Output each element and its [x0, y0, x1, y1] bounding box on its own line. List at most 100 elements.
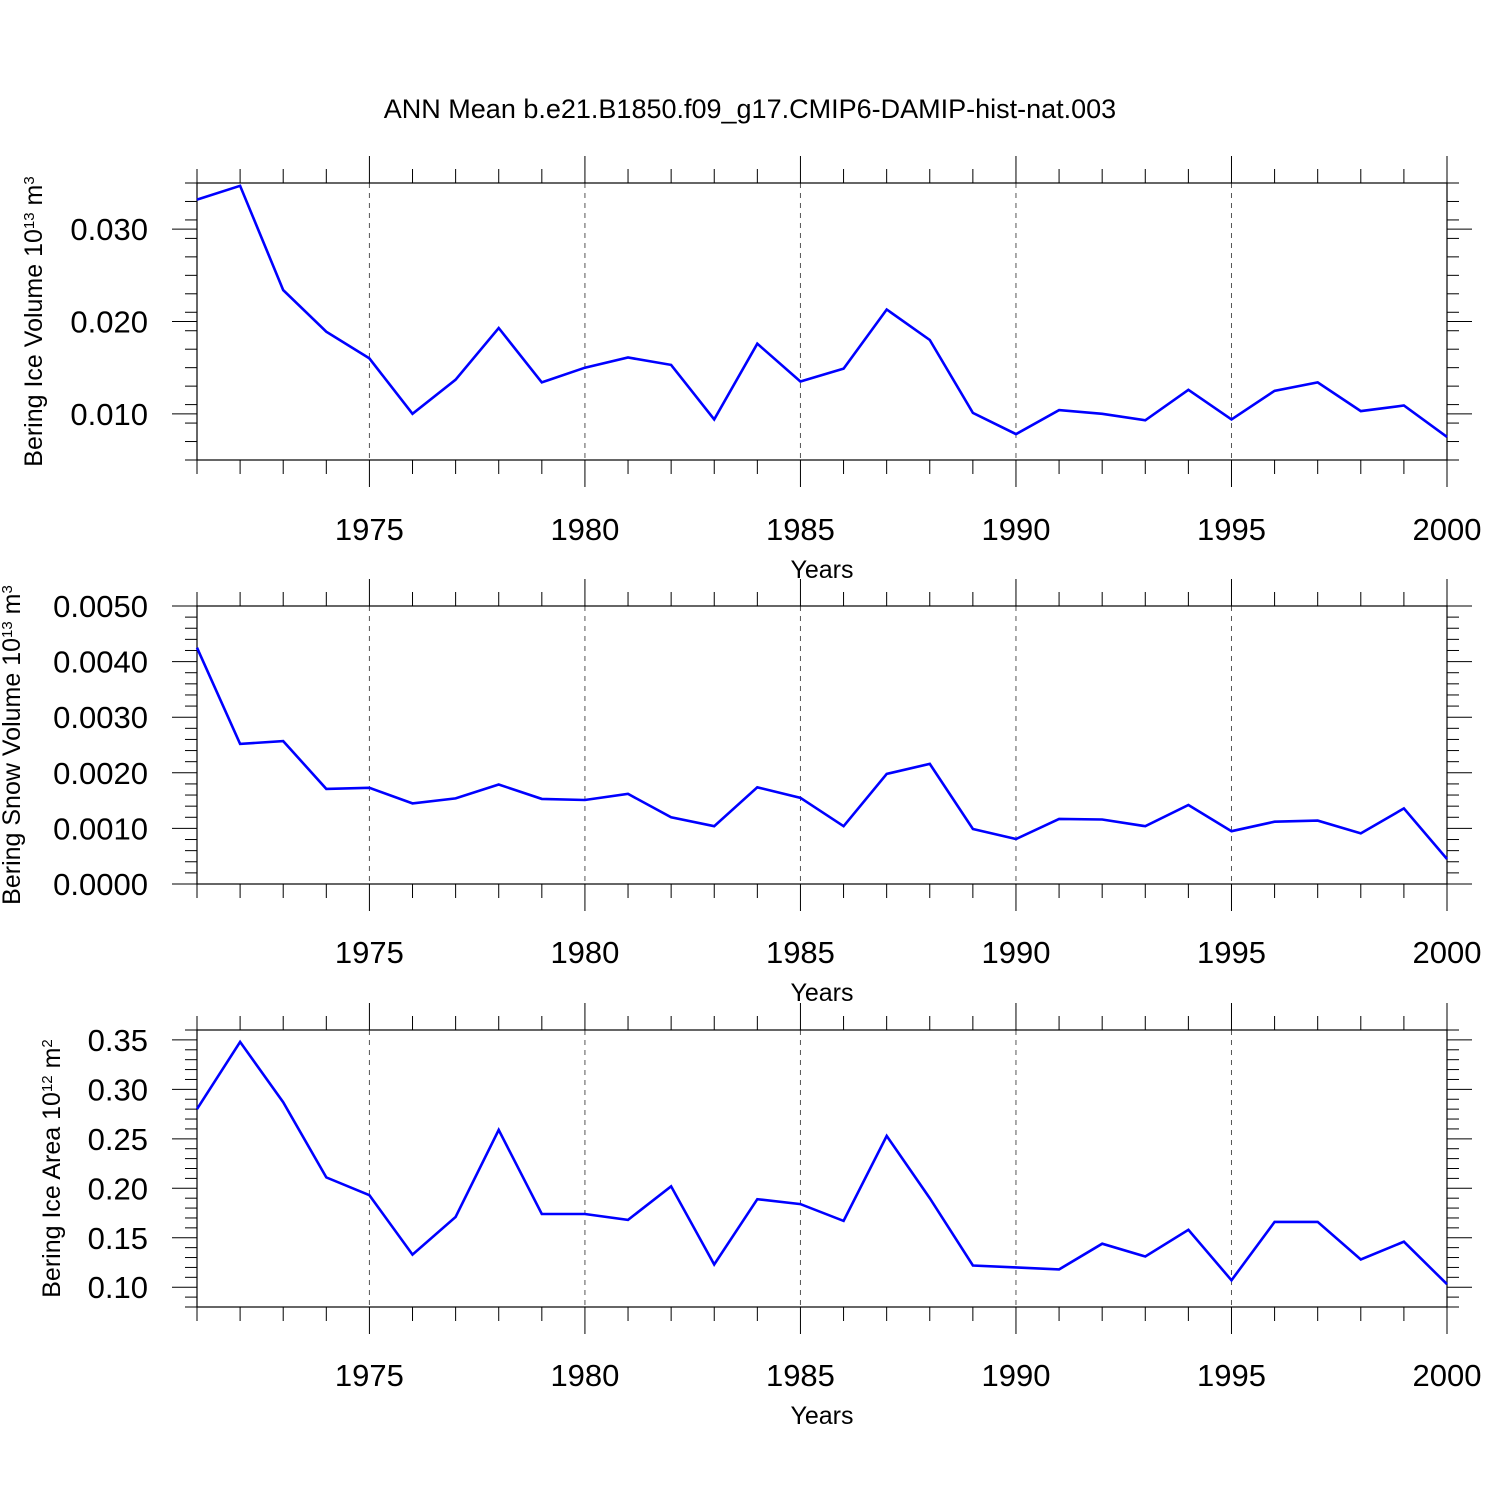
ice-volume-data-point	[238, 184, 242, 188]
ice-area-data-point	[238, 1040, 242, 1044]
snow-volume-data-point	[195, 646, 199, 650]
snow-volume-data-point	[367, 786, 371, 790]
ice-area-data-point	[367, 1193, 371, 1197]
ice-volume-data-point	[885, 307, 889, 311]
snow-volume-series-line	[195, 647, 1448, 860]
ice-volume-x-tick-label: 1985	[766, 512, 835, 547]
ice-volume-data-point	[928, 338, 932, 342]
ice-area-y-tick-label: 0.10	[88, 1270, 148, 1305]
ice-area-data-point	[1402, 1240, 1406, 1244]
snow-volume-y-tick-label: 0.0030	[53, 700, 148, 735]
snow-volume-data-point	[1100, 818, 1104, 822]
ice-area-data-point	[1143, 1255, 1147, 1259]
ice-volume-x-tick-label: 1975	[335, 512, 404, 547]
snow-volume-y-tick-label: 0.0020	[53, 756, 148, 791]
snow-volume-x-tick-label: 1995	[1197, 935, 1266, 970]
snow-volume-data-point	[583, 798, 587, 802]
ice-volume-x-tick-label: 1980	[550, 512, 619, 547]
ice-area-data-point	[497, 1128, 501, 1132]
snow-volume-data-point	[712, 824, 716, 828]
ice-volume-data-point	[1143, 418, 1147, 422]
ice-area-data-point	[1445, 1282, 1449, 1286]
snow-volume-data-point	[755, 785, 759, 789]
ice-area-data-point	[712, 1262, 716, 1266]
ice-area-data-point	[1057, 1267, 1061, 1271]
ice-area-data-point	[798, 1202, 802, 1206]
snow-volume-data-point	[1143, 824, 1147, 828]
ice-area-data-point	[281, 1100, 285, 1104]
ice-volume-x-axis-label: Years	[790, 556, 853, 584]
ice-area-data-point	[755, 1197, 759, 1201]
ice-area-data-point	[540, 1212, 544, 1216]
ice-area-data-point	[928, 1196, 932, 1200]
ice-area-y-tick-label: 0.30	[88, 1072, 148, 1107]
snow-volume-y-tick-label: 0.0050	[53, 589, 148, 624]
ice-volume-data-point	[1014, 432, 1018, 436]
ice-volume-data-point	[1057, 408, 1061, 412]
ice-area-data-point	[1359, 1258, 1363, 1262]
ice-area-data-point	[885, 1134, 889, 1138]
ice-area-data-point	[669, 1184, 673, 1188]
snow-volume-data-point	[971, 827, 975, 831]
snow-volume-x-tick-label: 1980	[550, 935, 619, 970]
snow-volume-data-point	[454, 796, 458, 800]
snow-volume-x-tick-label: 1990	[981, 935, 1050, 970]
ice-area-panel: 1975 1980 1985 1990 1995 2000 Years 0.10 0.15 0.2…	[38, 1003, 1481, 1430]
ice-volume-data-point	[798, 380, 802, 384]
ice-area-y-tick-label: 0.25	[88, 1122, 148, 1157]
ice-volume-data-point	[411, 412, 415, 416]
ice-volume-data-point	[195, 198, 199, 202]
ice-volume-data-point	[1273, 389, 1277, 393]
snow-volume-x-tick-label: 2000	[1413, 935, 1482, 970]
snow-volume-y-tick-label: 0.0040	[53, 645, 148, 680]
snow-volume-data-point	[281, 739, 285, 743]
ice-volume-plot-frame	[196, 182, 1448, 461]
snow-volume-data-point	[1014, 837, 1018, 841]
ice-area-y-tick-label: 0.15	[88, 1221, 148, 1256]
ice-area-x-tick-label: 1995	[1197, 1358, 1266, 1393]
snow-volume-y-axis-label: Bering Snow Volume 1013 m3	[0, 585, 26, 905]
ice-area-data-point	[583, 1212, 587, 1216]
snow-volume-data-point	[1402, 806, 1406, 810]
ice-volume-data-point	[1359, 409, 1363, 413]
ice-volume-data-point	[281, 288, 285, 292]
ice-volume-y-axis-label: Bering Ice Volume 1013 m3	[20, 176, 48, 466]
ice-area-x-tick-label: 2000	[1413, 1358, 1482, 1393]
snow-volume-x-axis-label: Years	[790, 979, 853, 1007]
snow-volume-data-point	[324, 787, 328, 791]
ice-area-series-line	[195, 1039, 1448, 1286]
snow-volume-data-point	[928, 762, 932, 766]
ice-volume-data-point	[669, 363, 673, 367]
ice-volume-data-point	[497, 326, 501, 330]
ice-area-data-point	[324, 1175, 328, 1179]
ice-volume-data-point	[540, 380, 544, 384]
ice-volume-data-point	[583, 366, 587, 370]
snow-volume-data-point	[238, 742, 242, 746]
ice-area-data-point	[971, 1263, 975, 1267]
snow-volume-y-tick-label: 0.0010	[53, 811, 148, 846]
ice-area-data-point	[1316, 1220, 1320, 1224]
ice-volume-y-tick-label: 0.010	[70, 397, 148, 432]
ice-area-data-point	[195, 1107, 199, 1111]
ice-area-x-tick-label: 1980	[550, 1358, 619, 1393]
snow-volume-x-tick-label: 1985	[766, 935, 835, 970]
ice-area-data-point	[842, 1219, 846, 1223]
ice-volume-x-tick-label: 2000	[1413, 512, 1482, 547]
ice-volume-data-point	[324, 330, 328, 334]
ice-volume-x-tick-label: 1990	[981, 512, 1050, 547]
ice-area-y-tick-label: 0.20	[88, 1171, 148, 1206]
snow-volume-data-point	[1273, 820, 1277, 824]
snow-volume-plot-frame	[196, 605, 1448, 885]
ice-volume-data-point	[842, 367, 846, 371]
snow-volume-data-point	[411, 801, 415, 805]
ice-area-data-point	[1100, 1242, 1104, 1246]
ice-volume-panel: 1975 1980 1985 1990 1995 2000 Years 0.010 0.020 0…	[20, 156, 1481, 584]
snow-volume-data-point	[1229, 829, 1233, 833]
ice-volume-x-tick-label: 1995	[1197, 512, 1266, 547]
ice-area-y-tick-label: 0.35	[88, 1023, 148, 1058]
ice-area-data-point	[1229, 1278, 1233, 1282]
ice-area-data-point	[454, 1215, 458, 1219]
snow-volume-data-point	[1445, 857, 1449, 861]
ice-volume-data-point	[1100, 412, 1104, 416]
